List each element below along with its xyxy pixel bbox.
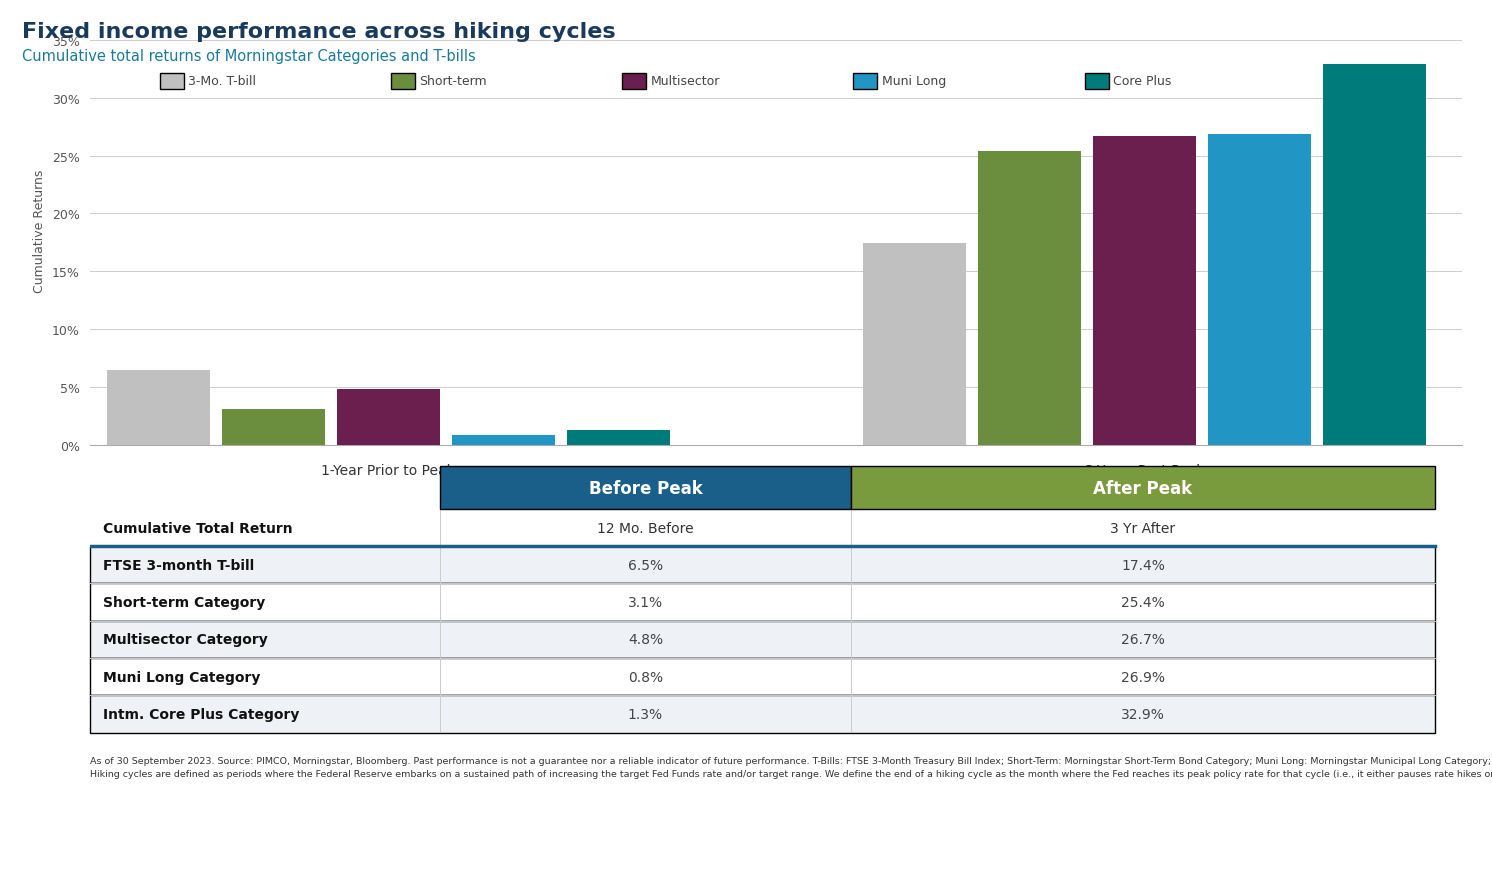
Text: Multisector Category: Multisector Category <box>103 633 269 647</box>
Bar <box>222 409 325 446</box>
Bar <box>864 245 965 446</box>
Text: Short-term: Short-term <box>419 75 486 88</box>
Text: 32.9%: 32.9% <box>1120 707 1165 721</box>
Bar <box>337 390 440 446</box>
Text: 26.7%: 26.7% <box>1120 633 1165 647</box>
Text: Short-term Category: Short-term Category <box>103 595 266 610</box>
Text: Core Plus: Core Plus <box>1113 75 1171 88</box>
Bar <box>979 152 1082 446</box>
Text: 3.1%: 3.1% <box>628 595 662 610</box>
FancyBboxPatch shape <box>90 584 1435 621</box>
FancyBboxPatch shape <box>90 621 1435 658</box>
Text: 26.9%: 26.9% <box>1120 670 1165 684</box>
Bar <box>452 436 555 446</box>
FancyBboxPatch shape <box>90 547 1435 584</box>
Text: Muni Long Category: Muni Long Category <box>103 670 261 684</box>
Text: 0.8%: 0.8% <box>628 670 662 684</box>
Bar <box>1323 65 1426 446</box>
FancyBboxPatch shape <box>852 467 1435 509</box>
Text: Cumulative Total Return: Cumulative Total Return <box>103 521 292 535</box>
Text: 25.4%: 25.4% <box>1120 595 1165 610</box>
Text: 17.4%: 17.4% <box>1120 558 1165 572</box>
Text: As of 30 September 2023. Source: PIMCO, Morningstar, Bloomberg. Past performance: As of 30 September 2023. Source: PIMCO, … <box>90 757 1492 778</box>
Text: 1.3%: 1.3% <box>628 707 662 721</box>
Text: Fixed income performance across hiking cycles: Fixed income performance across hiking c… <box>22 22 616 43</box>
Text: Before Peak: Before Peak <box>588 479 703 497</box>
Text: Intm. Core Plus Category: Intm. Core Plus Category <box>103 707 300 721</box>
Bar <box>1094 136 1197 446</box>
Bar <box>1209 135 1311 446</box>
Bar <box>567 431 670 446</box>
Y-axis label: Cumulative Returns: Cumulative Returns <box>33 170 46 293</box>
FancyBboxPatch shape <box>440 467 852 509</box>
FancyBboxPatch shape <box>90 658 1435 696</box>
FancyBboxPatch shape <box>90 696 1435 733</box>
Text: After Peak: After Peak <box>1094 479 1192 497</box>
Text: Cumulative total returns of Morningstar Categories and T-bills: Cumulative total returns of Morningstar … <box>22 49 476 64</box>
Text: Muni Long: Muni Long <box>882 75 946 88</box>
Text: 12 Mo. Before: 12 Mo. Before <box>597 521 694 535</box>
Bar <box>107 370 209 446</box>
Text: Multisector: Multisector <box>651 75 719 88</box>
Text: 6.5%: 6.5% <box>628 558 662 572</box>
Text: 4.8%: 4.8% <box>628 633 662 647</box>
Text: 3 Yr After: 3 Yr After <box>1110 521 1176 535</box>
Text: 3-Mo. T-bill: 3-Mo. T-bill <box>188 75 257 88</box>
Text: FTSE 3-month T-bill: FTSE 3-month T-bill <box>103 558 255 572</box>
